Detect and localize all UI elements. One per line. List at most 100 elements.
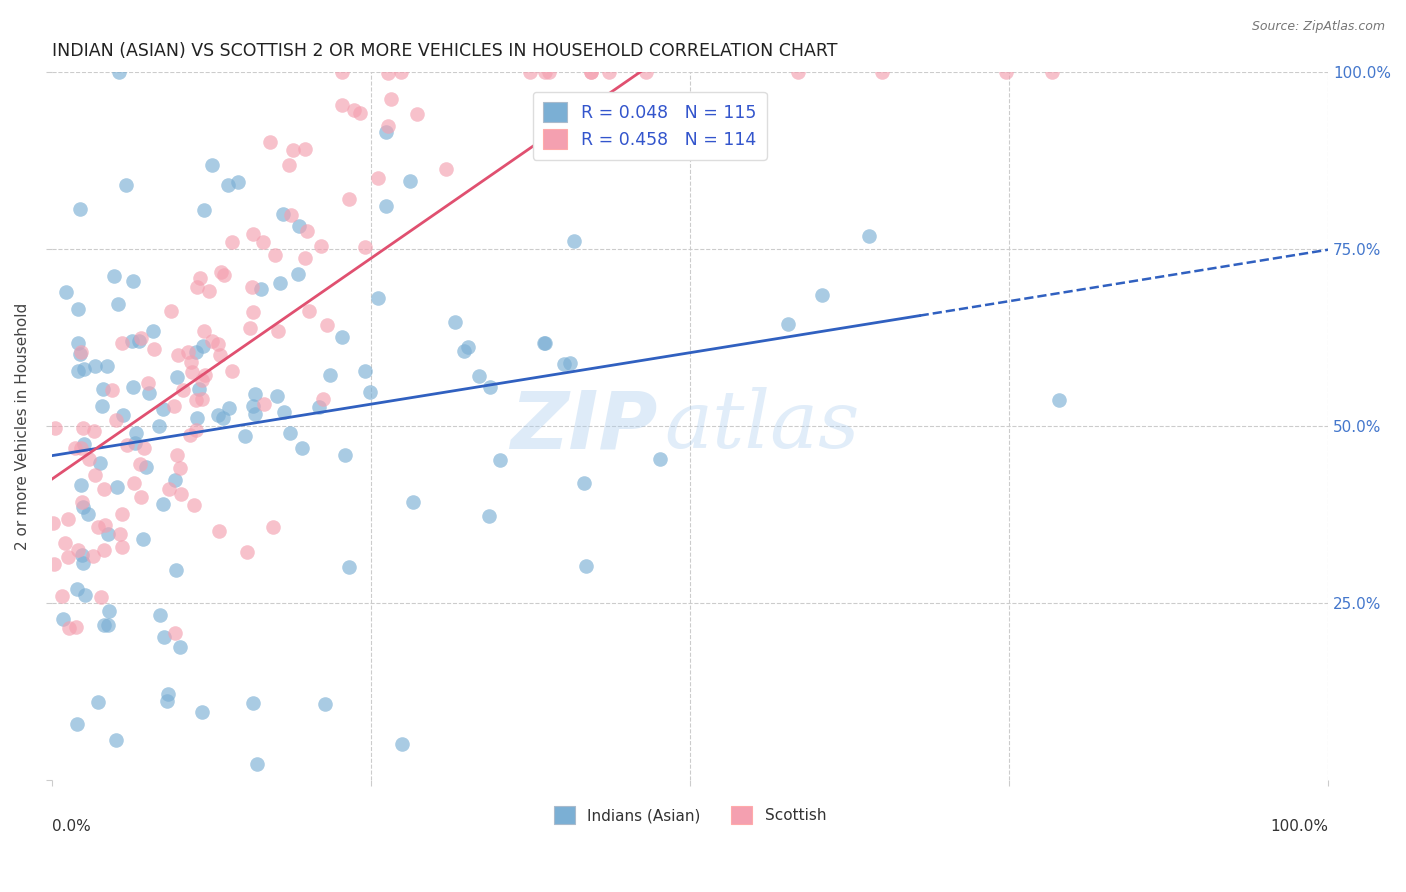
Point <box>558 355 581 369</box>
Point <box>389 65 412 79</box>
Point <box>180 354 202 368</box>
Point <box>434 162 457 177</box>
Point <box>574 475 596 490</box>
Point <box>221 364 243 378</box>
Point <box>553 357 575 371</box>
Point <box>242 305 264 319</box>
Point <box>72 421 94 435</box>
Point <box>246 756 269 771</box>
Point <box>207 409 229 423</box>
Point <box>294 251 316 265</box>
Point <box>405 107 427 121</box>
Point <box>107 297 129 311</box>
Point <box>53 536 76 550</box>
Point <box>83 359 105 374</box>
Point <box>354 240 377 254</box>
Point <box>309 239 332 253</box>
Point <box>58 621 80 635</box>
Point <box>266 389 288 403</box>
Point <box>157 482 180 496</box>
Point <box>65 620 87 634</box>
Point <box>236 545 259 559</box>
Point <box>312 392 335 406</box>
Point <box>122 380 145 394</box>
Point <box>186 345 208 359</box>
Point <box>283 143 305 157</box>
Text: INDIAN (ASIAN) VS SCOTTISH 2 OR MORE VEHICLES IN HOUSEHOLD CORRELATION CHART: INDIAN (ASIAN) VS SCOTTISH 2 OR MORE VEH… <box>52 42 837 60</box>
Point <box>90 590 112 604</box>
Point <box>377 119 399 133</box>
Point <box>166 448 188 462</box>
Point <box>207 337 229 351</box>
Point <box>105 480 128 494</box>
Point <box>191 392 214 406</box>
Point <box>245 407 267 421</box>
Text: 0.0%: 0.0% <box>52 819 90 833</box>
Point <box>298 303 321 318</box>
Point <box>73 588 96 602</box>
Point <box>94 517 117 532</box>
Point <box>468 369 491 384</box>
Point <box>533 336 555 351</box>
Point <box>375 199 398 213</box>
Point <box>115 178 138 192</box>
Point <box>163 399 186 413</box>
Point <box>534 65 557 79</box>
Point <box>266 324 288 338</box>
Text: atlas: atlas <box>664 387 859 465</box>
Point <box>787 65 810 79</box>
Point <box>870 65 893 79</box>
Point <box>252 235 274 249</box>
Point <box>193 324 215 338</box>
Point <box>294 142 316 156</box>
Point <box>97 618 120 632</box>
Point <box>354 364 377 378</box>
Point <box>271 207 294 221</box>
Point <box>391 737 413 751</box>
Point <box>240 279 263 293</box>
Point <box>72 500 94 514</box>
Point <box>537 65 560 79</box>
Point <box>186 423 208 437</box>
Point <box>228 175 250 189</box>
Text: 100.0%: 100.0% <box>1270 819 1329 833</box>
Point <box>55 285 77 300</box>
Point <box>44 421 66 435</box>
Point <box>478 508 501 523</box>
Point <box>77 507 100 521</box>
Point <box>186 280 208 294</box>
Point <box>159 304 181 318</box>
Point <box>778 317 800 331</box>
Point <box>152 402 174 417</box>
Point <box>69 347 91 361</box>
Point <box>108 65 131 79</box>
Point <box>211 411 233 425</box>
Point <box>115 438 138 452</box>
Point <box>89 456 111 470</box>
Point <box>243 387 266 401</box>
Point <box>811 288 834 302</box>
Point <box>184 393 207 408</box>
Point <box>104 733 127 747</box>
Point <box>96 359 118 373</box>
Point <box>398 174 420 188</box>
Point <box>111 540 134 554</box>
Point <box>250 282 273 296</box>
Point <box>125 425 148 440</box>
Point <box>148 419 170 434</box>
Point <box>648 451 671 466</box>
Point <box>280 208 302 222</box>
Point <box>201 334 224 348</box>
Point <box>253 397 276 411</box>
Point <box>181 365 204 379</box>
Point <box>128 334 150 349</box>
Point <box>359 385 381 400</box>
Point <box>83 424 105 438</box>
Point <box>152 497 174 511</box>
Point <box>190 372 212 386</box>
Point <box>273 405 295 419</box>
Point <box>201 158 224 172</box>
Point <box>143 343 166 357</box>
Point <box>135 460 157 475</box>
Point <box>172 384 194 398</box>
